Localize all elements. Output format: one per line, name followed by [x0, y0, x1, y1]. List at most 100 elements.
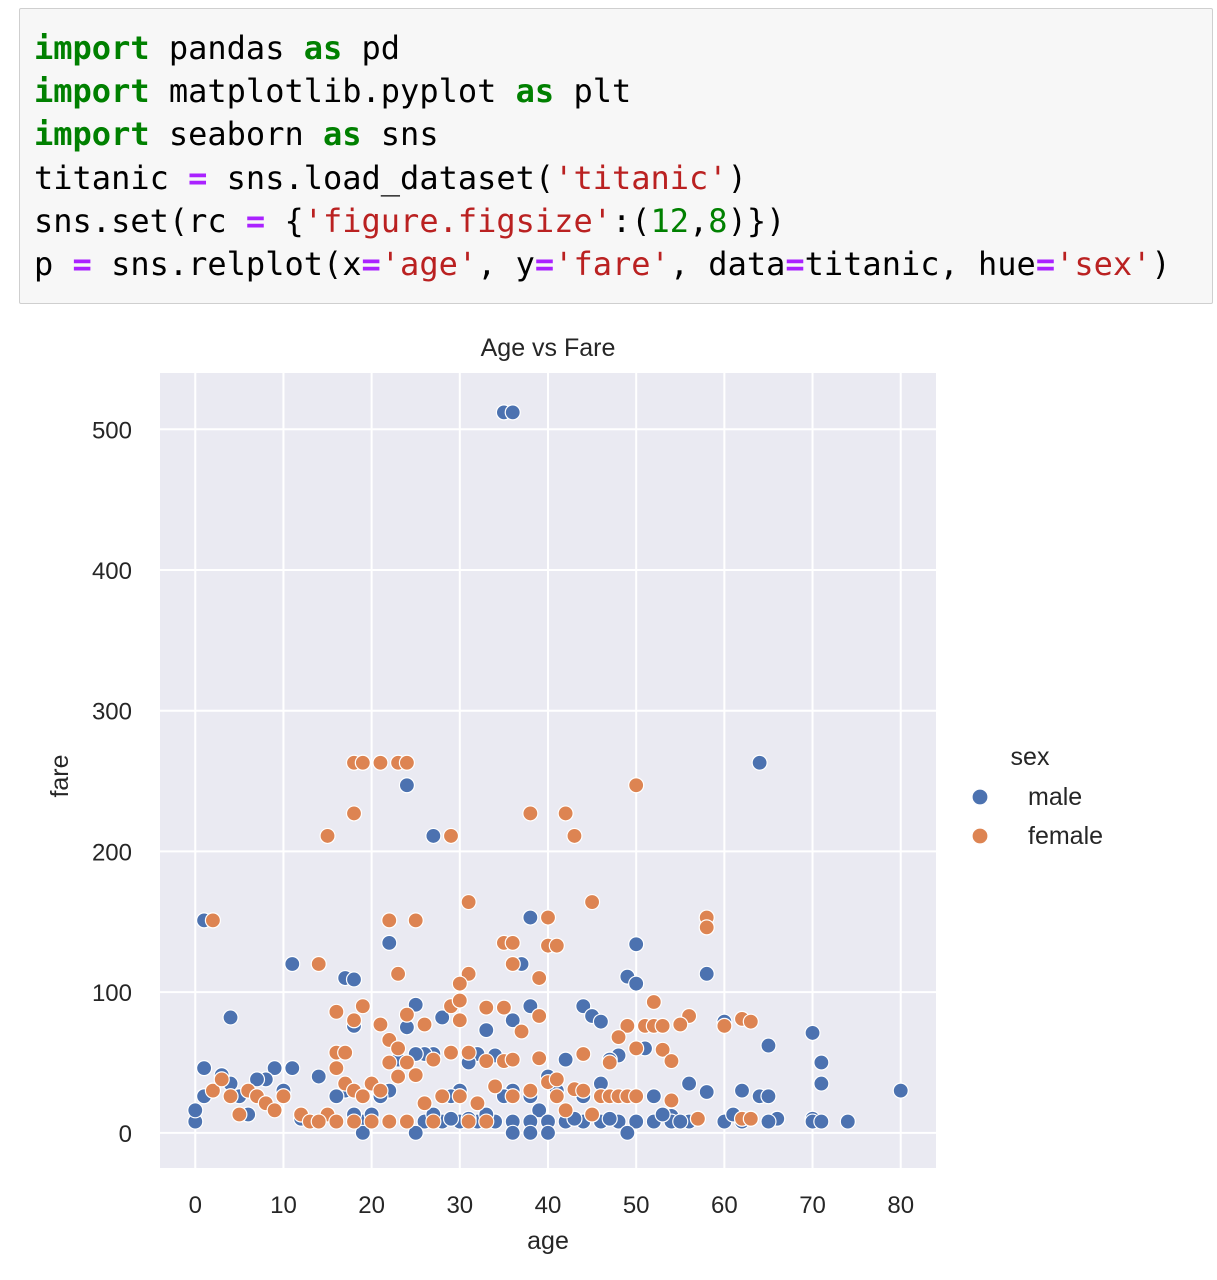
point-male	[187, 1102, 204, 1119]
point-female	[398, 1113, 416, 1130]
legend-label-male: male	[1028, 783, 1082, 811]
point-female	[716, 1017, 733, 1034]
point-female	[513, 1023, 530, 1040]
point-female	[328, 1059, 345, 1077]
x-tick-label: 80	[887, 1192, 914, 1219]
code-token: =	[785, 244, 805, 283]
point-female	[310, 955, 327, 973]
x-tick-label: 0	[189, 1192, 202, 1219]
code-line: p = sns.relplot(x='age', y='fare', data=…	[34, 243, 1212, 286]
point-male	[628, 975, 645, 992]
point-female	[495, 999, 513, 1016]
point-male	[504, 1012, 521, 1029]
point-female	[601, 1054, 618, 1071]
point-female	[583, 893, 601, 911]
point-male	[407, 1124, 424, 1141]
x-axis-label: age	[527, 1227, 569, 1255]
y-tick-label: 0	[119, 1121, 132, 1148]
point-male	[813, 1075, 830, 1092]
point-female	[319, 827, 336, 845]
point-female	[469, 1095, 486, 1112]
y-tick-label: 300	[92, 699, 132, 726]
code-token: plt	[554, 72, 632, 111]
point-male	[839, 1113, 856, 1130]
point-female	[407, 912, 424, 929]
point-male	[557, 1051, 574, 1068]
point-female	[460, 1113, 477, 1130]
point-male	[531, 1102, 548, 1119]
point-male	[751, 754, 768, 771]
point-female	[583, 1106, 601, 1123]
code-token: 'sex'	[1055, 244, 1152, 283]
point-female	[628, 1088, 645, 1105]
point-male	[698, 965, 715, 982]
code-token: import	[34, 72, 150, 111]
point-female	[654, 1041, 671, 1058]
point-female	[372, 1082, 389, 1099]
point-male	[442, 1110, 460, 1127]
legend-marker-male	[971, 788, 989, 806]
point-female	[425, 1051, 442, 1068]
code-token: =	[245, 201, 266, 240]
y-tick-labels: 0 100 200 300 400 500	[92, 417, 132, 1148]
code-token: =	[188, 158, 208, 197]
point-female	[372, 1016, 389, 1033]
y-tick-label: 400	[92, 558, 132, 585]
point-female	[610, 1029, 627, 1046]
point-female	[504, 1088, 521, 1105]
point-male	[645, 1088, 662, 1105]
code-token: )	[727, 158, 747, 197]
code-token: import	[34, 115, 150, 154]
point-female	[398, 754, 416, 771]
point-female	[504, 934, 521, 951]
point-male	[592, 1013, 610, 1030]
point-female	[486, 1078, 504, 1095]
point-female	[531, 1050, 548, 1067]
point-female	[266, 1102, 283, 1119]
point-male	[504, 404, 521, 421]
code-token: seaborn	[149, 115, 323, 154]
point-male	[354, 1124, 371, 1141]
point-female	[628, 1040, 645, 1057]
point-male	[398, 777, 416, 794]
point-male	[654, 1106, 671, 1123]
point-female	[460, 893, 477, 911]
point-male	[345, 971, 363, 988]
point-female	[478, 1052, 495, 1070]
point-female	[575, 1045, 592, 1063]
point-female	[434, 1088, 451, 1105]
y-axis-label: fare	[46, 754, 74, 797]
point-female	[575, 1082, 592, 1099]
code-token: sns.load_dataset(	[207, 158, 555, 197]
legend-marker-female	[971, 827, 989, 845]
point-female	[522, 1082, 539, 1099]
code-token: =	[534, 244, 555, 283]
point-female	[619, 1017, 636, 1034]
point-female	[548, 937, 565, 954]
data-points	[187, 404, 909, 1141]
point-female	[231, 1106, 248, 1123]
point-female	[416, 1095, 433, 1112]
x-tick-label: 60	[711, 1192, 738, 1219]
point-male	[619, 1124, 636, 1141]
point-male	[195, 1059, 213, 1077]
point-female	[204, 912, 222, 929]
legend-label-female: female	[1028, 822, 1103, 850]
code-editor[interactable]: import pandas as pd import matplotlib.pyp…	[34, 27, 1212, 286]
code-cell[interactable]: import pandas as pd import matplotlib.pyp…	[19, 8, 1213, 304]
point-male	[328, 1088, 345, 1105]
code-token: =	[72, 244, 92, 283]
code-token: 'titanic'	[554, 158, 728, 197]
point-female	[742, 1110, 759, 1127]
point-female	[398, 1054, 416, 1071]
point-female	[566, 827, 583, 845]
code-line: import matplotlib.pyplot as plt	[34, 70, 1212, 113]
point-female	[451, 992, 468, 1009]
code-token: 'fare'	[554, 244, 670, 283]
y-tick-label: 100	[92, 980, 132, 1007]
point-male	[813, 1113, 830, 1130]
code-token: {	[265, 201, 304, 240]
point-male	[760, 1113, 777, 1130]
point-female	[548, 1088, 565, 1105]
point-male	[522, 1124, 539, 1141]
